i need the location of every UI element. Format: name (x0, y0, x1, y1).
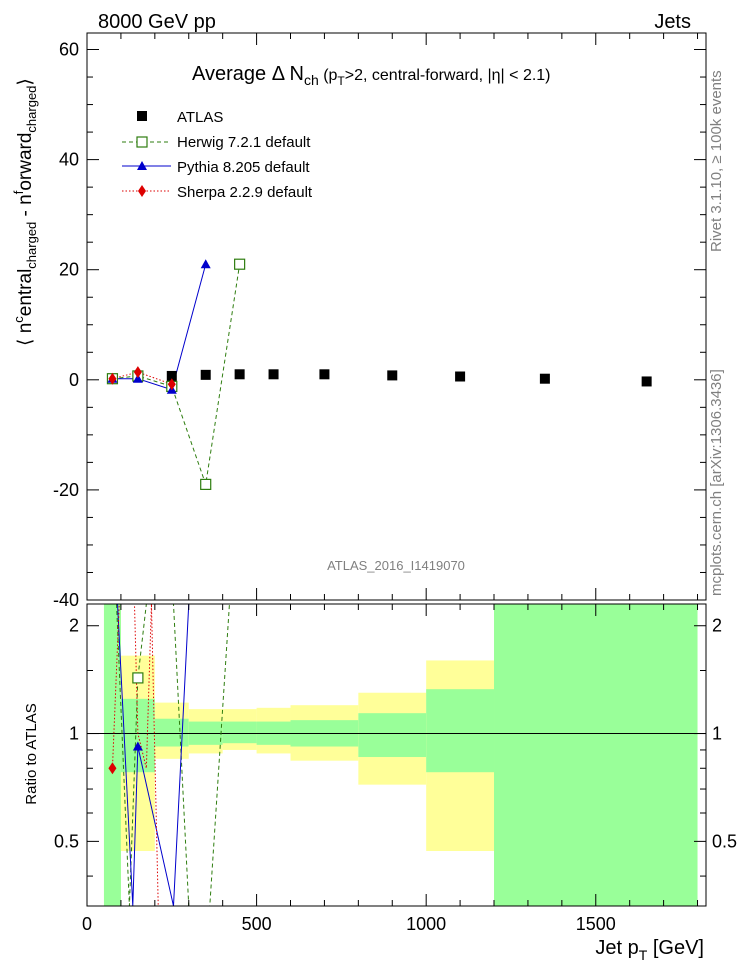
ratio-panel: 0.5 0.5 1 1 2 2 0 500 1000 1500 Ratio to ATLAS Je… (23, 603, 737, 963)
ylabel-part-5: f (11, 190, 26, 194)
main-point-atlas (200, 369, 211, 380)
xlabel: Jet pT [GeV] (595, 937, 704, 963)
xtick-label: 1500 (576, 914, 616, 934)
main-point-atlas (539, 373, 550, 384)
ratio-ytick-label: 0.5 (54, 831, 79, 851)
ylabel-part-8: ⟩ (15, 78, 36, 85)
main-point-atlas (455, 371, 466, 382)
main-ytick-label: -40 (53, 590, 79, 610)
ratio-ytick-label-right: 1 (712, 724, 722, 744)
ylabel-part-7: charged (24, 86, 39, 133)
ylabel-part-1: c (11, 316, 26, 323)
header-left: 8000 GeV pp (98, 11, 216, 33)
main-ytick-label: 0 (69, 370, 79, 390)
ylabel-part-2: entral (15, 269, 36, 317)
title-sub: ch (304, 72, 319, 88)
xtick-label: 500 (242, 914, 272, 934)
ratio-band-inner (222, 721, 257, 744)
ratio-band-inner (103, 604, 121, 906)
main-point-atlas (268, 369, 279, 380)
main-ylabel: ⟨ ncentralcharged - nforwardcharged⟩ (11, 78, 39, 346)
header-right: Jets (654, 11, 691, 33)
main-point-atlas (387, 370, 398, 381)
main-point-sherpa (108, 372, 117, 385)
ratio-ytick-label: 1 (69, 724, 79, 744)
ratio-ytick-label-right: 2 (712, 616, 722, 636)
ratio-point-sherpa (108, 762, 117, 775)
main-point-atlas (641, 376, 652, 387)
ratio-band-inner (154, 718, 189, 747)
main-line-sherpa (112, 371, 172, 385)
legend-atlas-label: ATLAS (177, 109, 223, 126)
ylabel-part-6: orward (15, 133, 36, 191)
main-frame (86, 32, 707, 601)
main-ytick-label: 60 (59, 40, 79, 60)
legend-herwig-label: Herwig 7.2.1 default (177, 134, 311, 151)
ratio-ytick-label: 2 (69, 616, 79, 636)
main-point-pythia (200, 259, 211, 269)
ylabel-part-0: ⟨ n (15, 323, 36, 346)
main-point-sherpa (167, 378, 176, 391)
main-point-herwig (200, 478, 212, 490)
ratio-band-inner (426, 689, 495, 773)
main-ytick-label: 40 (59, 150, 79, 170)
ratio-frame (86, 603, 707, 907)
title-rest-2: >2, central-forward, |η| < 2.1) (345, 67, 551, 84)
main-point-atlas (234, 369, 245, 380)
legend-atlas-marker (137, 111, 147, 121)
xtick-label: 0 (82, 914, 92, 934)
ratio-ylabel: Ratio to ATLAS (23, 703, 40, 804)
title-rest-1: (p (319, 67, 338, 84)
ratio-band-inner (358, 713, 427, 758)
main-point-sherpa (133, 366, 142, 379)
main-point-atlas (166, 370, 177, 381)
xlabel-text: Jet p (595, 937, 638, 959)
xlabel-sub: T (639, 947, 648, 963)
legend-sherpa-marker (138, 185, 146, 197)
legend-sherpa-label: Sherpa 2.2.9 default (177, 184, 313, 201)
title-rest-sub: T (337, 74, 345, 88)
main-ytick-label: 20 (59, 260, 79, 280)
legend: ATLAS Herwig 7.2.1 default Pythia 8.205 … (122, 109, 313, 201)
main-line-herwig (112, 264, 241, 485)
main-ytick-label: -20 (53, 480, 79, 500)
ratio-point-pythia (132, 741, 143, 751)
main-point-herwig (234, 258, 246, 270)
main-title: Average Δ Nch (pT>2, central-forward, |η… (192, 63, 551, 88)
rivet-label: Rivet 3.1.10, ≥ 100k events (708, 70, 725, 252)
legend-herwig-marker (136, 136, 148, 148)
mcplots-label: mcplots.cern.ch [arXiv:1306.3436] (708, 369, 725, 596)
main-panel: -40 -20 0 20 40 60 Average Δ Nch (pT>2, centr… (11, 32, 707, 610)
ratio-point-herwig (132, 672, 144, 684)
title-text: Average Δ N (192, 63, 304, 85)
xlabel-unit: [GeV] (647, 937, 704, 959)
ratio-ytick-label-right: 0.5 (712, 831, 737, 851)
legend-pythia-marker (137, 161, 147, 170)
analysis-watermark: ATLAS_2016_I1419070 (327, 558, 465, 573)
main-point-pythia (132, 373, 143, 383)
xtick-label: 1000 (406, 914, 446, 934)
ylabel-part-4: - n (15, 194, 36, 221)
ylabel-part-3: charged (24, 222, 39, 269)
ratio-band-inner (494, 604, 698, 906)
main-line-pythia (112, 264, 207, 391)
legend-pythia-label: Pythia 8.205 default (177, 159, 310, 176)
main-point-atlas (319, 369, 330, 380)
